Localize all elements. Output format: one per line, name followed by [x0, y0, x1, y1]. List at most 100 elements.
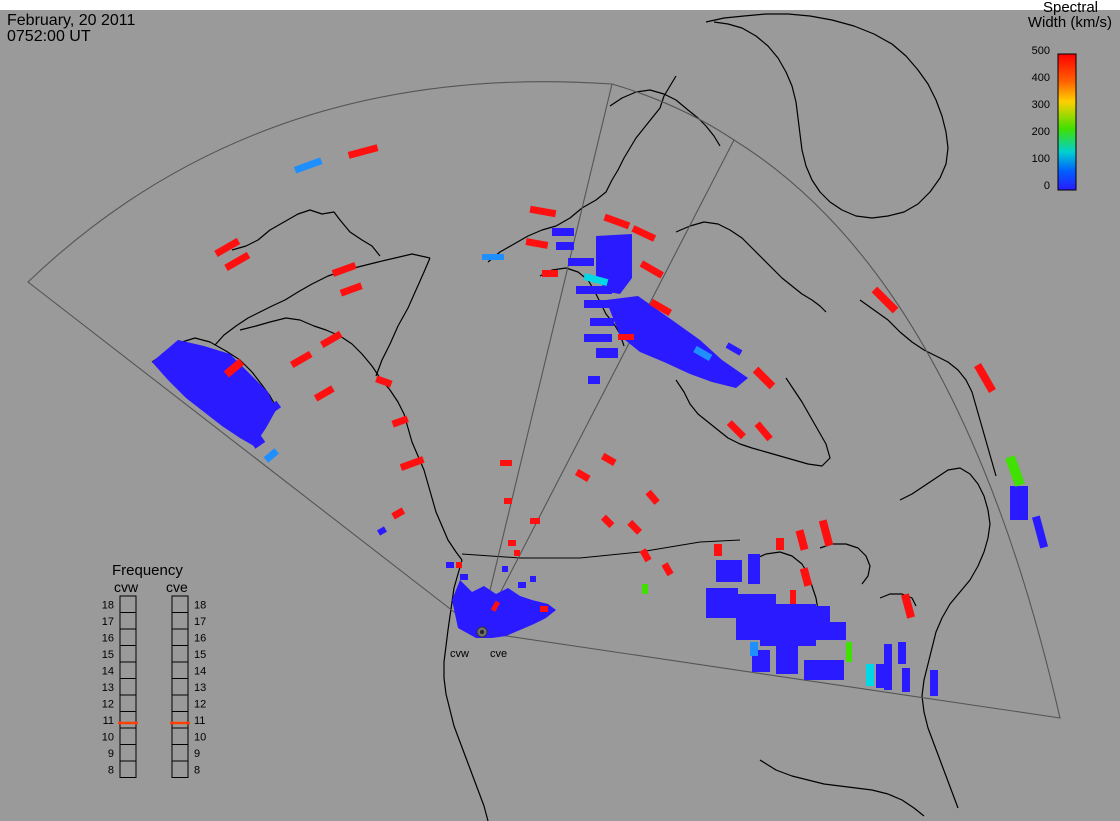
scatter-cell	[642, 584, 648, 594]
scatter-cell	[725, 342, 743, 356]
scatter-cell	[898, 642, 906, 664]
frequency-cell	[119, 628, 137, 646]
frequency-cell	[171, 612, 189, 630]
radar-site-center	[480, 630, 484, 634]
frequency-tick-label: 15	[194, 649, 206, 661]
greenland-coast	[705, 13, 949, 219]
scatter-cell	[726, 420, 746, 440]
frequency-cell	[119, 727, 137, 745]
time-label: 0752:00 UT	[7, 28, 91, 45]
alaska-interior-coast	[231, 209, 381, 257]
frequency-cell	[171, 628, 189, 646]
frequency-cell	[119, 645, 137, 663]
scatter-cell	[224, 251, 251, 271]
scatter-cell	[584, 334, 612, 342]
colorbar-tick: 300	[1032, 99, 1050, 111]
frequency-cell	[171, 727, 189, 745]
scatter-cell	[588, 376, 600, 384]
frequency-tick-label: 18	[102, 599, 114, 611]
scatter-cell	[319, 330, 343, 348]
gulf-st-lawrence	[899, 467, 991, 553]
fov-cvw	[27, 81, 613, 633]
scatter-red	[214, 144, 996, 619]
scatter-cell	[264, 400, 282, 416]
frequency-tick-label: 10	[194, 731, 206, 743]
frequency-cell	[171, 678, 189, 696]
scatter-cell	[795, 529, 809, 551]
scatter-cell	[716, 560, 742, 582]
scatter-cell	[846, 642, 852, 662]
frequency-tick-label: 8	[194, 764, 200, 776]
frequency-tick-label: 16	[102, 632, 114, 644]
scatter-cell	[754, 421, 773, 442]
scatter-cell	[876, 664, 884, 688]
scatter-cell	[799, 567, 813, 587]
us-east-coast	[921, 551, 985, 809]
alaska-south-coast	[239, 317, 463, 561]
frequency-tick-label: 9	[108, 748, 114, 760]
frequency-cell	[119, 711, 137, 729]
scatter-cell	[603, 213, 631, 230]
fov-outline	[27, 81, 1061, 719]
scatter-cell	[529, 205, 557, 218]
scatter-cell	[649, 298, 673, 316]
scatter-cell	[313, 385, 335, 402]
radar-label-cve: cve	[490, 648, 507, 660]
scatter-cell	[884, 644, 892, 690]
frequency-col-name: cve	[166, 579, 188, 595]
scatter-cell	[871, 286, 899, 314]
scatter-cell	[460, 574, 468, 580]
frequency-cell	[171, 760, 189, 778]
scatter-cell	[693, 345, 713, 361]
colorbar-tick: 0	[1044, 180, 1050, 192]
scatter-cell	[391, 415, 409, 428]
colorbar-tick: 200	[1032, 126, 1050, 138]
frequency-cell	[119, 744, 137, 762]
frequency-panel: Frequency cvw cve 1817161514131211109818…	[102, 562, 206, 778]
scatter-cell	[830, 622, 846, 640]
frequency-tick-label: 12	[102, 698, 114, 710]
scatter-cell	[645, 489, 660, 505]
frequency-tick-label: 9	[194, 748, 200, 760]
scatter-cell	[514, 550, 520, 556]
scatter-cell	[530, 576, 536, 582]
scatter-cell	[552, 228, 574, 236]
scatter-midblue	[263, 157, 758, 656]
scatter-cell	[502, 566, 508, 572]
scatter-cell	[1005, 455, 1025, 487]
scatter-cell	[293, 157, 323, 174]
frequency-cell	[119, 694, 137, 712]
frequency-cell	[171, 645, 189, 663]
scatter-cell	[866, 664, 874, 686]
scatter-cell	[263, 448, 279, 463]
baffin-island	[675, 221, 827, 313]
frequency-tick-label: 14	[194, 665, 206, 677]
frequency-tick-label: 18	[194, 599, 206, 611]
scatter-cell	[776, 538, 784, 550]
scatter-cell	[490, 600, 501, 612]
scatter-blue	[152, 228, 1049, 696]
arctic-cluster	[596, 234, 632, 294]
fov-inner-arc	[611, 83, 735, 141]
scatter-cell	[661, 562, 674, 577]
scatter-cell	[584, 300, 612, 308]
scatter-cell	[456, 562, 462, 568]
frequency-boxes: 18 17 16 15 14 13 12 11 10 9 8 18 17 16 15 14 13 12 11 10 9 8	[102, 595, 206, 778]
scatter-cell	[1031, 515, 1049, 549]
scatter-cell	[901, 593, 915, 619]
colorbar-tick: 400	[1032, 72, 1050, 84]
scatter-cell	[627, 519, 643, 535]
scatter-cell	[399, 456, 425, 471]
scatter-cell	[902, 668, 910, 692]
frequency-cell	[119, 595, 137, 613]
scatter-cell	[568, 258, 594, 266]
scatter-cell	[347, 144, 379, 159]
scatter-cell	[377, 526, 387, 536]
scatter-cell	[391, 507, 406, 520]
scatter-cell	[600, 514, 615, 529]
frequency-tick-label: 12	[194, 698, 206, 710]
frequency-tick-label: 17	[194, 616, 206, 628]
scatter-cell	[706, 588, 738, 618]
top-strip	[0, 0, 1120, 10]
